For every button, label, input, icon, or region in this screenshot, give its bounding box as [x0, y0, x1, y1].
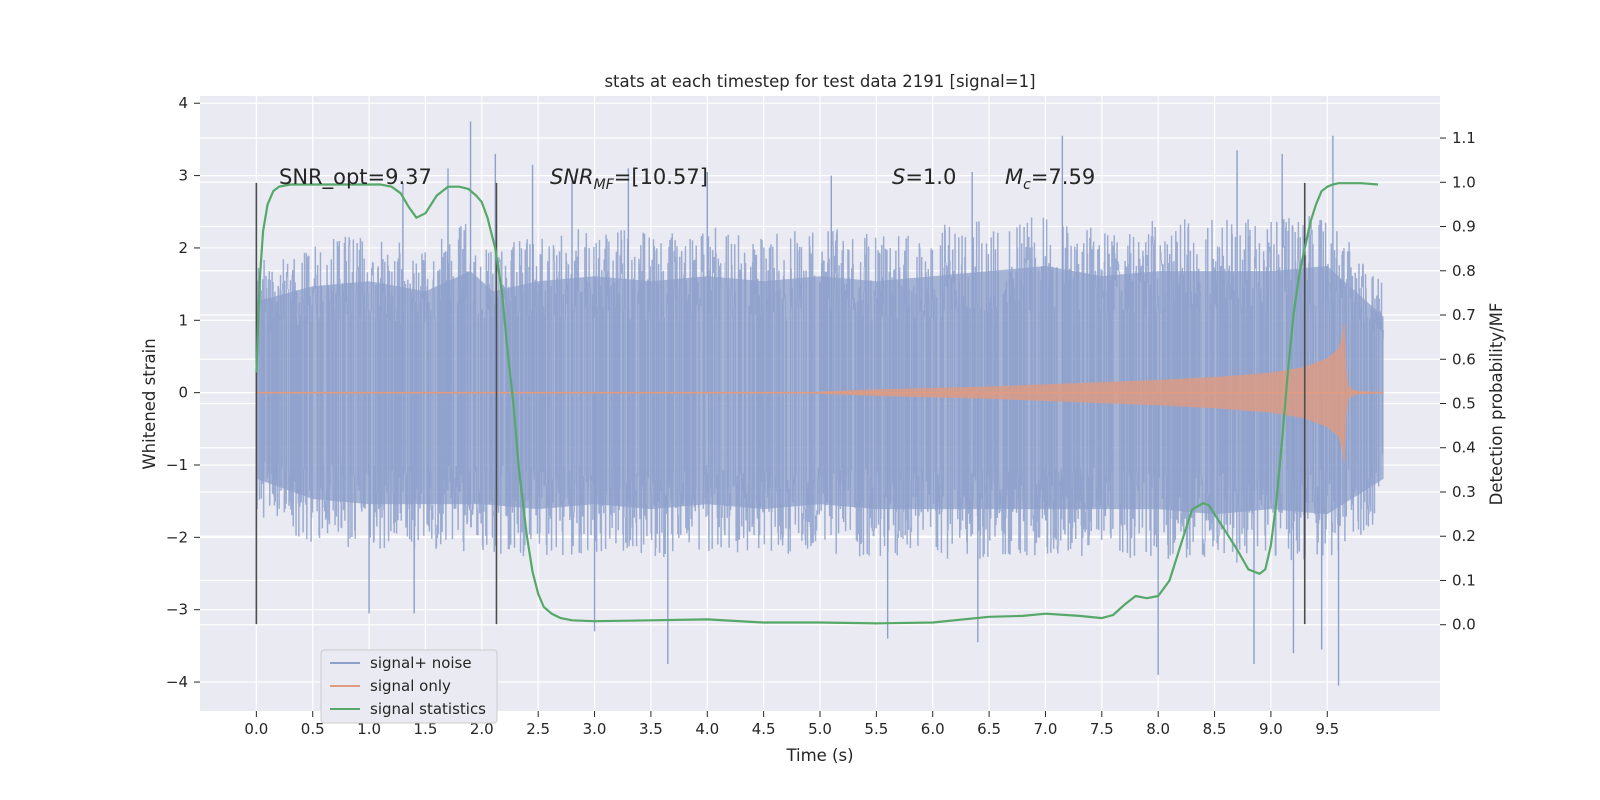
y2-tick-label: 0.4	[1452, 439, 1476, 457]
y2-ticks: 0.0 0.1 0.2 0.3 0.4 0.5 0.6 0.7 0.8 0.9 1.0 1.1	[1440, 129, 1476, 634]
x-tick-label: 2.0	[470, 720, 494, 738]
signal-statistics-series	[255, 182, 1379, 625]
x-tick-label: 3.5	[639, 720, 663, 738]
y-tick-label: 0	[178, 384, 188, 402]
legend-label-signal-statistics: signal statistics	[370, 700, 486, 718]
x-tick-label: 8.0	[1146, 720, 1170, 738]
x-tick-label: 0.5	[301, 720, 325, 738]
y2-tick-label: 0.9	[1452, 218, 1476, 236]
x-tick-label: 1.0	[357, 720, 381, 738]
x-tick-label: 6.0	[921, 720, 945, 738]
y2-tick-label: 0.3	[1452, 483, 1476, 501]
x-axis-label: Time (s)	[785, 746, 853, 765]
x-tick-label: 7.5	[1090, 720, 1114, 738]
legend: signal+ noise signal only signal statist…	[320, 649, 498, 724]
y2-tick-label: 1.1	[1452, 129, 1476, 147]
signal-only-chirp	[819, 322, 1384, 463]
annotation-mc: Mc=7.59	[1005, 165, 1095, 193]
annotation-snr-opt: SNR_opt=9.37	[279, 165, 432, 190]
legend-box	[320, 649, 498, 724]
x-tick-label: 6.5	[977, 720, 1001, 738]
y2-tick-label: 0.8	[1452, 262, 1476, 280]
x-tick-label: 4.5	[752, 720, 776, 738]
y2-tick-label: 0.6	[1452, 350, 1476, 368]
signal-only-series	[256, 322, 1384, 463]
y2-tick-label: 0.7	[1452, 306, 1476, 324]
legend-label-signal-noise: signal+ noise	[370, 654, 472, 672]
y-tick-label: −3	[166, 601, 188, 619]
x-tick-label: 4.0	[695, 720, 719, 738]
y2-tick-label: 1.0	[1452, 173, 1476, 191]
signal-noise-series	[255, 121, 1385, 686]
x-tick-label: 5.0	[808, 720, 832, 738]
legend-label-signal-only: signal only	[370, 677, 451, 695]
annotation-snr-mf: SNRMF=[10.57]	[550, 165, 708, 193]
x-tick-label: 1.5	[414, 720, 438, 738]
y-tick-label: −1	[166, 456, 188, 474]
y-tick-label: −4	[166, 673, 188, 691]
x-tick-label: 3.0	[583, 720, 607, 738]
y-tick-label: 1	[178, 311, 188, 329]
y-tick-label: 3	[178, 167, 188, 185]
x-tick-label: 0.0	[244, 720, 268, 738]
y-tick-label: 2	[178, 239, 188, 257]
x-tick-label: 5.5	[864, 720, 888, 738]
y2-tick-label: 0.5	[1452, 395, 1476, 413]
x-tick-label: 8.5	[1203, 720, 1227, 738]
y2-tick-label: 0.1	[1452, 571, 1476, 589]
y2-tick-label: 0.2	[1452, 527, 1476, 545]
chart-title: stats at each timestep for test data 219…	[604, 72, 1035, 91]
annotation-s: S=1.0	[892, 165, 956, 189]
y-ticks: −4 −3 −2 −1 0 1 2 3 4	[166, 94, 200, 691]
x-tick-label: 2.5	[526, 720, 550, 738]
signal-statistics-line	[255, 182, 1379, 625]
y2-tick-label: 0.0	[1452, 616, 1476, 634]
x-ticks: 0.0 0.5 1.0 1.5 2.0 2.5 3.0 3.5 4.0 4.5 5.0 5.5 6.0 6…	[244, 711, 1339, 738]
annotations: SNR_opt=9.37 SNRMF=[10.57] S=1.0 Mc=7.59	[279, 165, 1095, 193]
signal-noise-core	[256, 266, 1384, 515]
x-tick-label: 9.5	[1315, 720, 1339, 738]
y-tick-label: −2	[166, 528, 188, 546]
y2-axis-label: Detection probability/MF	[1487, 303, 1506, 506]
y-axis-label: Whitened strain	[140, 338, 159, 469]
x-tick-label: 9.0	[1259, 720, 1283, 738]
y-tick-label: 4	[178, 94, 188, 112]
x-tick-label: 7.0	[1034, 720, 1058, 738]
